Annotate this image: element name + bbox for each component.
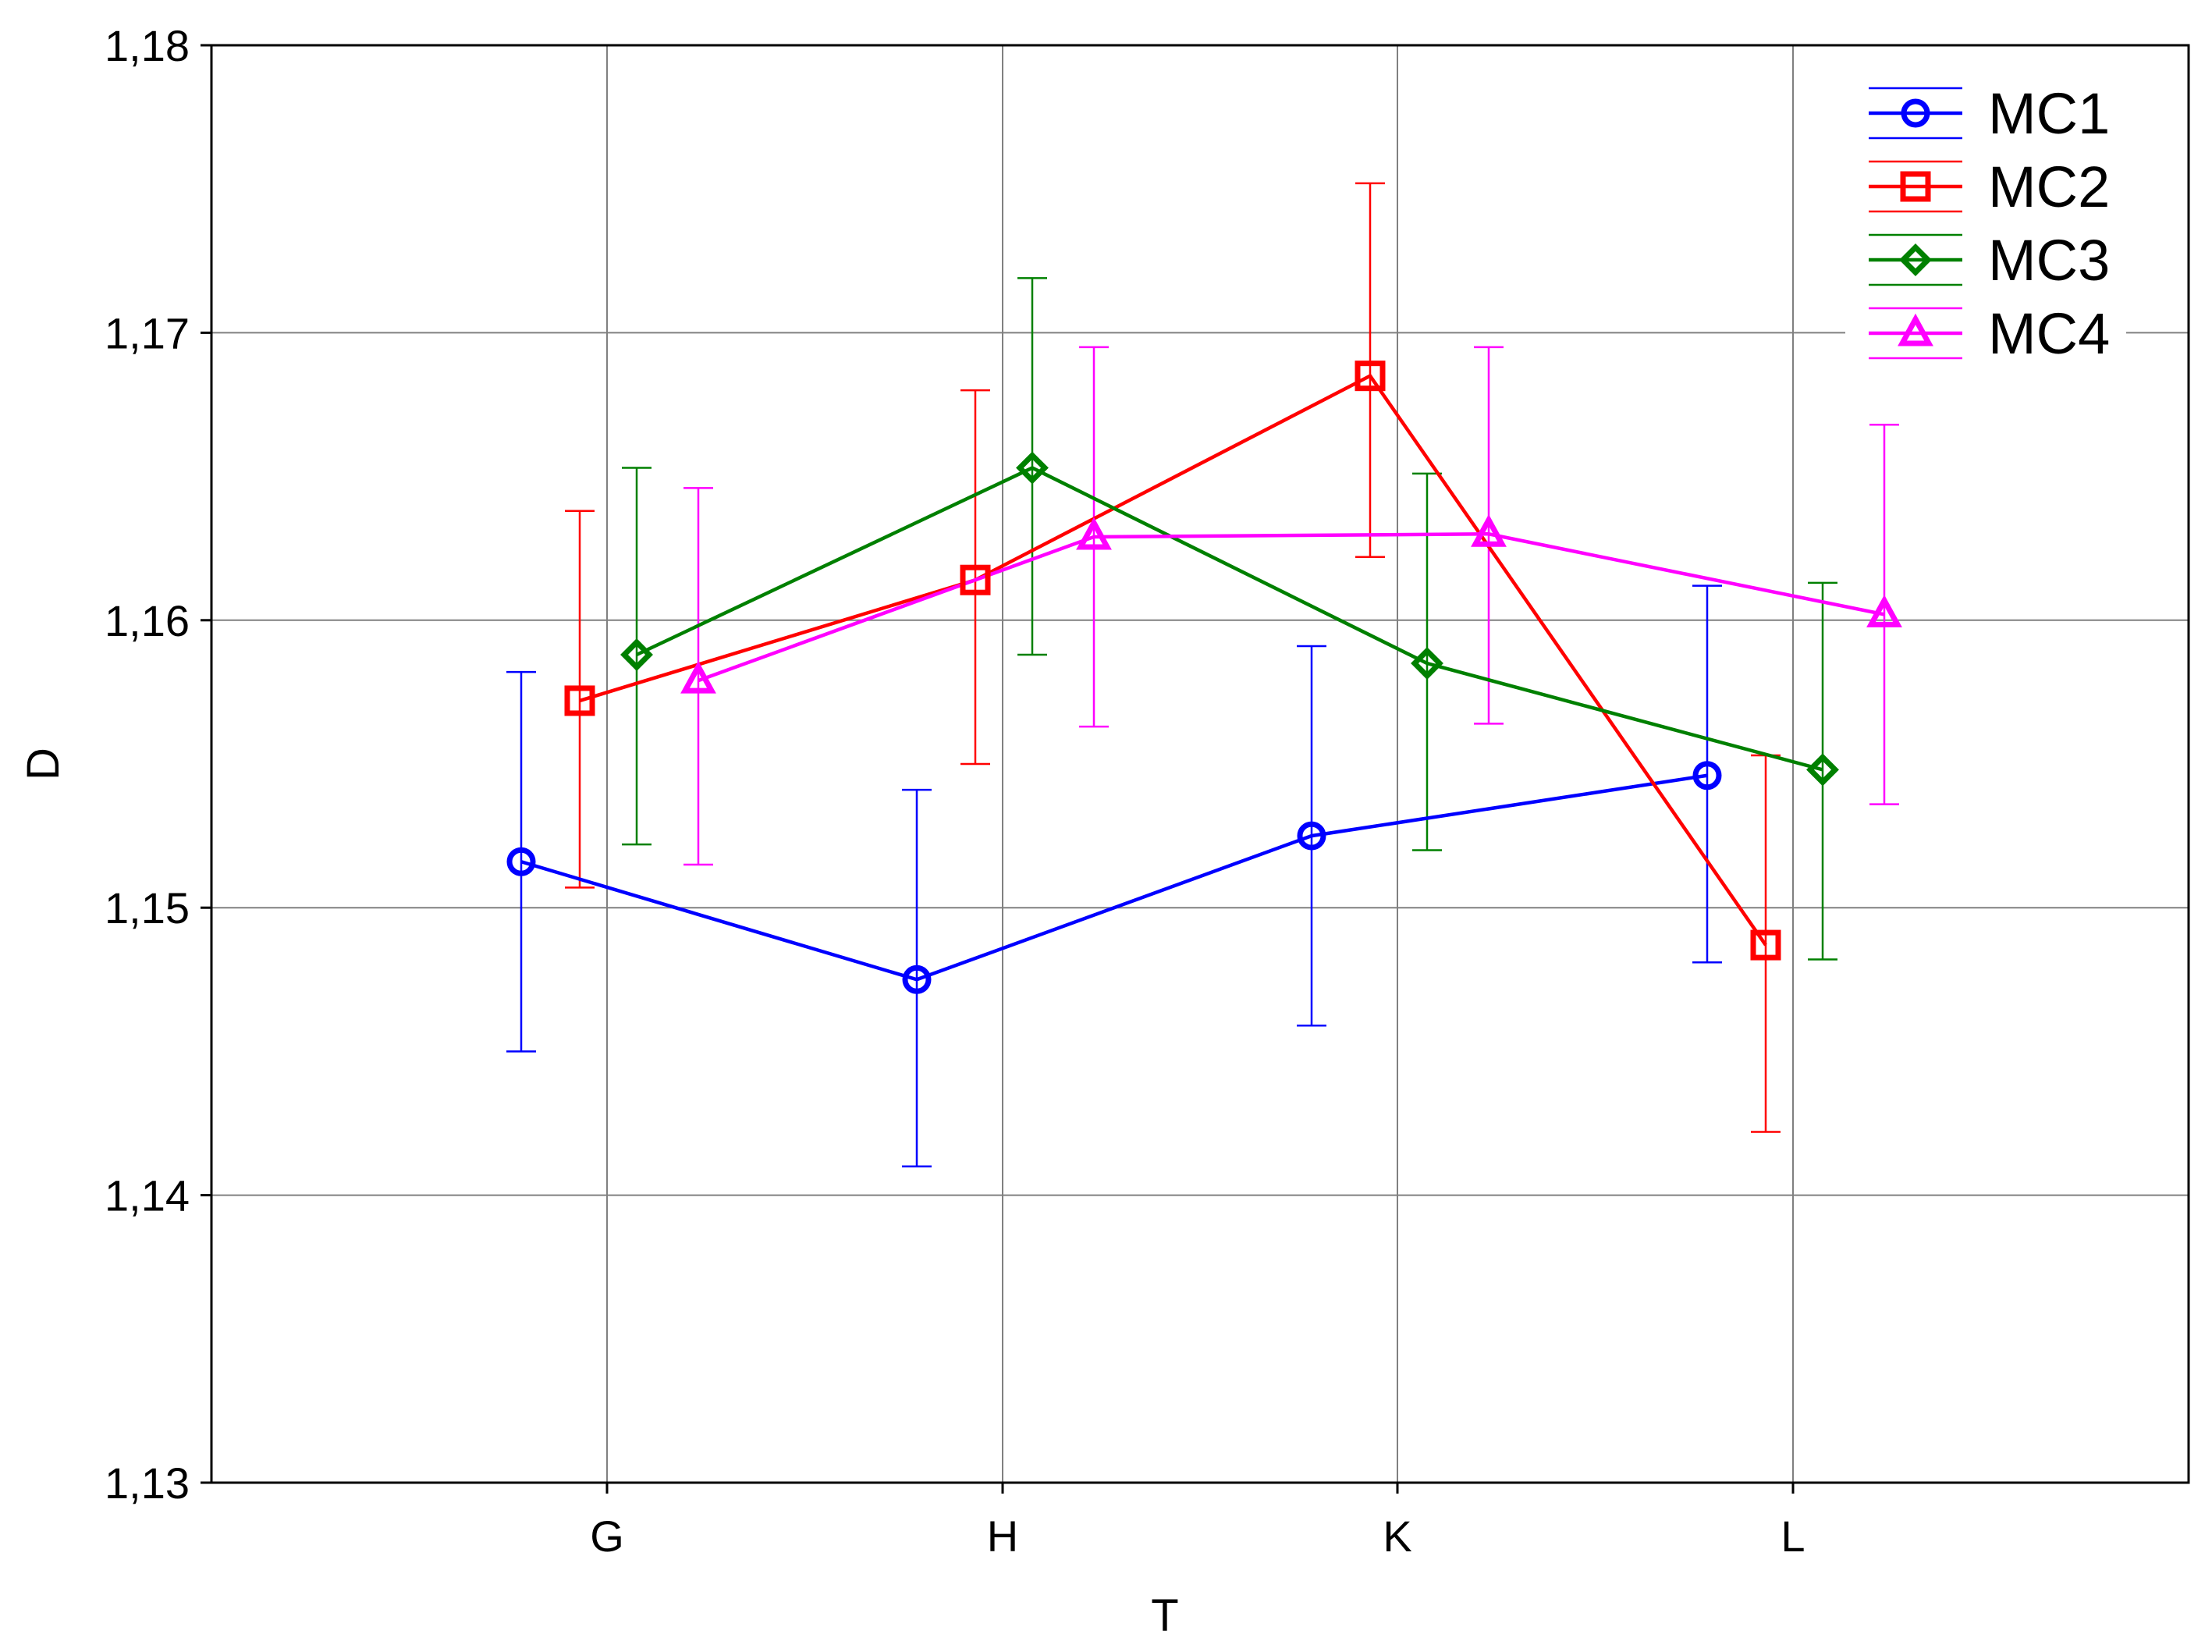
- legend: MC1 MC2 MC3 MC4: [1845, 74, 2126, 375]
- legend-marker-mc3: [1899, 243, 1932, 276]
- y-tick-label: 1,18: [105, 21, 190, 70]
- series-lines: [520, 373, 1885, 982]
- legend-marker-mc1: [1901, 98, 1930, 128]
- x-tick-label: L: [1781, 1512, 1805, 1561]
- x-tick-label: H: [987, 1512, 1018, 1561]
- legend-label-mc2: MC2: [1988, 155, 2110, 219]
- x-axis-title: T: [1151, 1590, 1178, 1641]
- series-line-mc2: [579, 373, 1767, 947]
- y-tick-label: 1,16: [105, 596, 190, 645]
- series-line-mc3: [636, 466, 1823, 772]
- data-point-mc4: [1471, 514, 1507, 547]
- data-point-mc1: [902, 965, 932, 994]
- data-point-mc2: [960, 564, 991, 595]
- x-tick-label: G: [590, 1512, 624, 1561]
- series-line-mc4: [698, 532, 1885, 683]
- data-point-mc2: [1750, 929, 1781, 961]
- series-line-mc1: [520, 773, 1708, 982]
- data-point-mc3: [1016, 451, 1049, 485]
- legend-marker-mc2: [1900, 171, 1931, 202]
- data-point-mc4: [1076, 517, 1112, 550]
- data-point-mc3: [620, 638, 653, 671]
- data-point-mc1: [1297, 821, 1326, 851]
- y-tick-label: 1,15: [105, 883, 190, 933]
- legend-label-mc4: MC4: [1988, 301, 2110, 366]
- legend-marker-mc4: [1898, 313, 1933, 346]
- y-tick-label: 1,17: [105, 308, 190, 357]
- data-point-mc3: [1806, 753, 1839, 787]
- series-markers: [506, 361, 1902, 994]
- data-point-mc1: [1692, 761, 1722, 790]
- y-tick-label: 1,13: [105, 1458, 190, 1508]
- legend-label-mc3: MC3: [1988, 228, 2110, 293]
- data-point-mc4: [1866, 595, 1902, 627]
- y-axis-ticks: 1,13 1,14 1,15 1,16 1,17 1,18: [105, 21, 211, 1508]
- data-point-mc2: [1355, 361, 1386, 392]
- x-tick-label: K: [1383, 1512, 1411, 1561]
- legend-label-mc1: MC1: [1988, 81, 2110, 146]
- data-point-mc3: [1411, 647, 1443, 680]
- data-point-mc2: [564, 685, 595, 716]
- legend-background: [1845, 74, 2126, 375]
- y-axis-title: D: [18, 748, 69, 780]
- plot-frame: [210, 44, 2190, 1484]
- data-point-mc4: [680, 660, 716, 694]
- data-point-mc1: [506, 847, 536, 876]
- y-tick-label: 1,14: [105, 1171, 190, 1220]
